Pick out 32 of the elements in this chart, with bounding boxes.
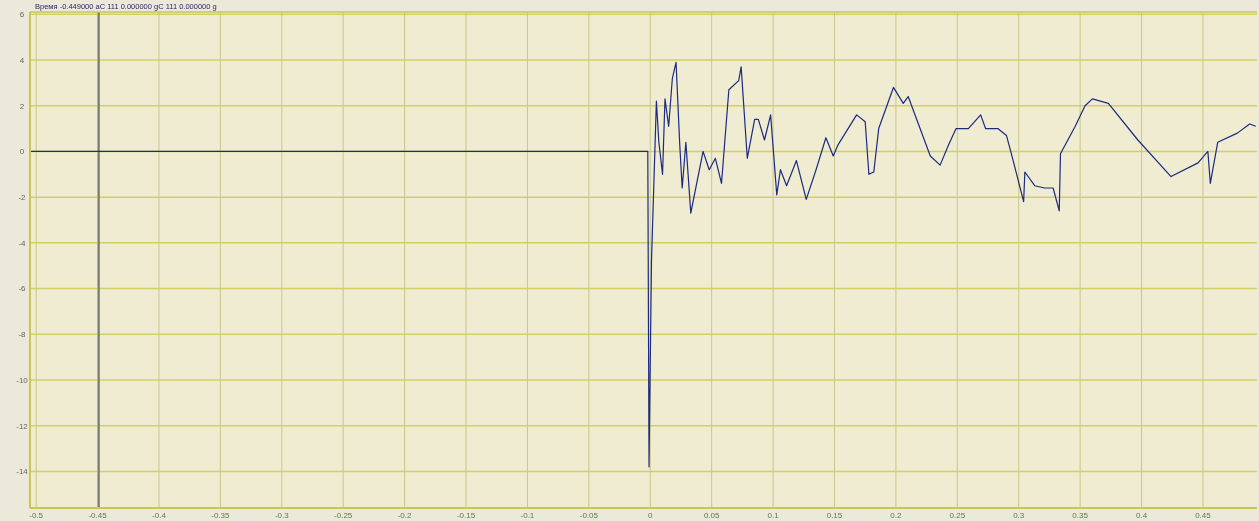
- x-tick-label: -0.4: [152, 511, 167, 520]
- x-tick-label: 0.15: [826, 511, 843, 520]
- x-tick-label: -0.15: [456, 511, 476, 520]
- y-tick-label: -14: [16, 467, 29, 477]
- x-tick-label: -0.1: [520, 511, 535, 520]
- x-tick-label: 0.3: [1013, 511, 1025, 520]
- y-tick-label: 0: [19, 147, 25, 157]
- x-tick-label: 0.25: [949, 511, 966, 520]
- x-tick-label: -0.25: [334, 511, 353, 520]
- x-tick-label: 0.1: [767, 511, 780, 520]
- y-tick-label: 6: [19, 10, 25, 20]
- x-tick-label: -0.5: [29, 511, 44, 520]
- x-tick-label: -0.45: [88, 511, 108, 520]
- x-tick-label: -0.35: [211, 511, 231, 520]
- x-tick-label: -0.05: [579, 511, 599, 520]
- y-tick-label: -10: [16, 375, 29, 385]
- x-tick-label: 0.4: [1135, 511, 1148, 520]
- y-tick-label: 4: [19, 55, 25, 65]
- y-tick-label: -4: [18, 238, 27, 248]
- y-tick-label: -2: [18, 192, 27, 202]
- x-tick-label: 0: [648, 511, 654, 520]
- y-tick-label: -6: [18, 284, 27, 294]
- x-tick-label: 0.45: [1195, 511, 1212, 520]
- x-tick-label: 0.05: [703, 511, 720, 520]
- x-tick-label: 0.2: [890, 511, 903, 520]
- x-tick-label: -0.2: [397, 511, 413, 520]
- y-tick-label: -12: [16, 421, 29, 431]
- x-tick-label: 0.35: [1072, 511, 1089, 520]
- x-tick-label: -0.3: [274, 511, 290, 520]
- y-tick-label: 2: [19, 101, 25, 111]
- y-tick-label: -8: [18, 330, 27, 340]
- line-series: [29, 61, 1257, 468]
